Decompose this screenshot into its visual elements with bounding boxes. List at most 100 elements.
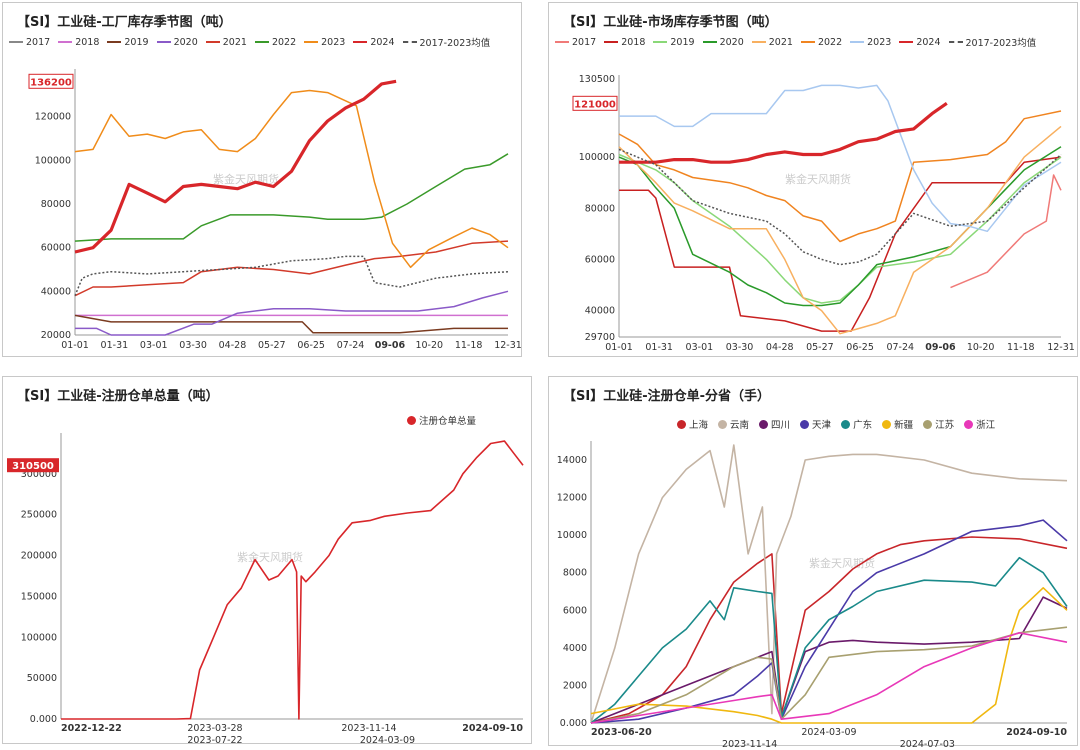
warrant-province-panel: 【SI】工业硅-注册仓单-分省（手） 上海 云南 四川 天津 广东 新疆 江苏 浙江 紫金天风… [548, 376, 1078, 747]
legend-label: 2017 [572, 36, 597, 48]
legend-swatch [702, 41, 717, 43]
y-tick-label: 60000 [585, 254, 615, 265]
series-line [590, 587, 1068, 724]
x-tick-label: 05-27 [806, 342, 834, 353]
legend-label: 上海 [689, 420, 709, 431]
series-line [61, 440, 524, 720]
y-tick-label: 120000 [35, 112, 71, 123]
x-tick-label: 04-28 [219, 340, 247, 351]
current-value-badge [28, 73, 74, 89]
chart-legend: 注册仓单总量 [407, 413, 476, 427]
market-inventory-chart: 29700 40000 60000 80000 100000 130500 01-01 01-… [572, 74, 1075, 353]
legend-item: 2017 [555, 35, 596, 49]
series-line [74, 79, 397, 254]
legend-label: 天津 [812, 420, 832, 431]
legend-label: 2024 [370, 36, 395, 48]
legend-item: 2021 [205, 35, 247, 49]
legend-item: 注册仓单总量 [407, 413, 476, 427]
legend-swatch [964, 419, 974, 429]
legend-label: 新疆 [894, 420, 914, 431]
x-tick-label: 2023-07-22 [187, 735, 242, 745]
legend-item: 广东 [841, 417, 872, 431]
x-tick-label: 11-18 [1007, 342, 1035, 353]
legend-item: 2018 [58, 35, 99, 49]
legend-item: 2021 [751, 35, 793, 49]
legend-item: 天津 [800, 417, 831, 431]
legend-label: 2023 [321, 36, 346, 48]
legend-label: 2022 [817, 36, 843, 48]
x-tick-label: 01-31 [101, 340, 129, 351]
legend-item: 2024 [353, 35, 395, 49]
series-line [619, 156, 1062, 332]
y-tick-label: 0.000 [30, 714, 57, 725]
x-tick-label: 2023-03-28 [187, 723, 242, 734]
legend-swatch [9, 41, 23, 43]
chart-title: 【SI】工业硅-注册仓单总量（吨） [17, 389, 219, 404]
series-line [619, 101, 948, 164]
x-tick-label: 12-31 [1047, 342, 1075, 353]
x-tick-label: 01-01 [605, 342, 633, 353]
series-line [618, 148, 1062, 266]
legend-item: 2018 [604, 35, 645, 49]
y-tick-label: 40000 [41, 286, 71, 297]
market-inventory-panel: 【SI】工业硅-市场库存季节图（吨） 2017 2018 2019 2020 2021 2… [548, 2, 1078, 357]
legend-label: 注册仓单总量 [419, 416, 477, 427]
legend-label: 2017-2023均值 [419, 38, 491, 49]
x-tick-label: 03-30 [726, 342, 754, 353]
factory-inventory-chart: 20000 40000 60000 80000 100000 120000 01-01 01-… [28, 69, 522, 351]
legend-label: 四川 [771, 420, 791, 431]
legend-swatch [718, 419, 728, 429]
series-line [590, 519, 1068, 724]
legend-swatch [882, 419, 892, 429]
y-tick-label: 12000 [557, 493, 587, 504]
legend-swatch [107, 41, 122, 43]
legend-item: 浙江 [964, 417, 995, 431]
x-tick-label: 03-01 [140, 340, 168, 351]
legend-label: 浙江 [976, 420, 996, 431]
series-line [619, 84, 1062, 233]
series-line [618, 153, 1062, 304]
chart-title: 【SI】工业硅-市场库存季节图（吨） [563, 15, 778, 30]
legend-swatch [304, 41, 319, 43]
y-tick-label: 40000 [585, 306, 615, 317]
legend-item: 2019 [653, 35, 695, 49]
series-line [590, 444, 1068, 724]
legend-item: 2017 [9, 35, 50, 49]
series-line [74, 240, 509, 297]
y-tick-label: 29700 [585, 332, 615, 343]
x-tick-label: 2024-09-10 [1006, 727, 1067, 738]
series-line [618, 146, 1062, 307]
legend-item: 2020 [156, 35, 198, 49]
x-tick-label: 04-28 [766, 342, 794, 353]
x-tick-label: 2023-11-14 [341, 723, 396, 734]
x-tick-label: 2022-12-22 [61, 723, 122, 734]
x-tick-label: 06-25 [297, 340, 325, 351]
legend-swatch [677, 419, 686, 429]
legend-label: 2018 [621, 36, 646, 48]
warrant-total-chart: 0.000 50000 100000 150000 200000 250000 300000… [7, 433, 524, 745]
x-tick-label: 11-18 [455, 340, 483, 351]
y-tick-label: 100000 [35, 155, 71, 166]
y-tick-label: 20000 [41, 330, 71, 341]
y-tick-label: 80000 [41, 199, 71, 210]
legend-swatch [948, 41, 963, 43]
x-tick-label: 07-24 [337, 340, 365, 351]
series-line [590, 626, 1068, 724]
warrant-total-panel: 【SI】工业硅-注册仓单总量（吨） 注册仓单总量 紫金天风期货 0.000 500… [2, 376, 532, 745]
y-tick-label: 100000 [579, 152, 615, 163]
legend-swatch [850, 41, 865, 43]
x-tick-label: 01-01 [61, 340, 89, 351]
y-tick-label: 4000 [563, 643, 587, 654]
chart-legend: 上海 云南 四川 天津 广东 新疆 江苏 浙江 [677, 417, 995, 431]
series-line [74, 255, 509, 296]
legend-label: 2017-2023均值 [965, 38, 1037, 49]
x-tick-label: 2024-09-10 [462, 723, 523, 734]
legend-item: 江苏 [923, 417, 954, 431]
legend-item: 四川 [759, 417, 790, 431]
legend-label: 云南 [730, 420, 750, 431]
legend-swatch [899, 41, 914, 43]
legend-swatch [653, 41, 668, 43]
x-tick-label: 03-30 [179, 340, 207, 351]
x-tick-label: 2023-06-20 [591, 727, 652, 738]
legend-label: 2021 [768, 36, 793, 48]
